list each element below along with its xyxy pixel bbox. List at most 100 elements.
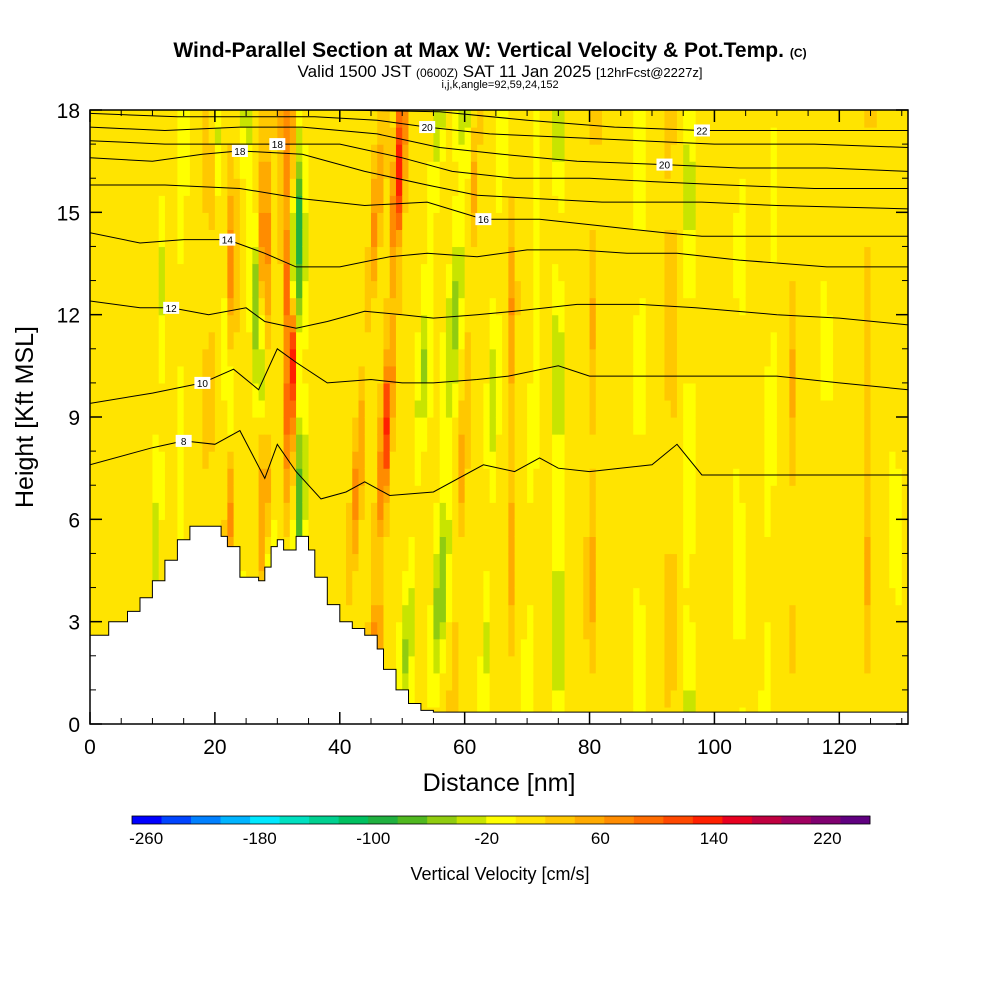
velocity-cell [739,621,747,640]
velocity-cell [758,110,765,128]
velocity-cell [377,314,385,333]
velocity-cell [826,570,834,589]
velocity-cell [858,689,865,708]
velocity-cell [433,638,441,657]
x-axis: 0 20 40 60 80 100 120 [84,110,903,759]
x-tick-label: 20 [203,736,226,759]
velocity-cell [658,263,666,282]
velocity-cell [464,468,472,486]
velocity-cell [758,365,765,384]
velocity-cell [726,144,734,162]
velocity-cell [395,365,403,384]
velocity-cell [745,263,753,282]
velocity-cell [739,519,747,537]
velocity-cell [383,365,391,384]
velocity-cell [477,553,484,572]
velocity-cell [645,621,653,640]
velocity-cell [545,229,553,248]
velocity-cell [633,399,641,418]
velocity-cell [108,246,116,265]
velocity-cell [801,502,809,520]
velocity-cell [327,365,335,384]
velocity-cell [427,587,435,606]
velocity-cell [627,587,634,606]
velocity-cell [420,314,428,333]
velocity-cell [858,280,865,299]
velocity-cell [333,110,341,128]
velocity-cell [308,417,316,435]
velocity-cell [346,536,353,555]
velocity-cell [739,127,747,145]
velocity-cell [545,127,553,145]
velocity-cell [427,689,435,708]
velocity-cell [121,570,129,589]
velocity-cell [152,434,160,452]
velocity-cell [533,263,541,282]
velocity-cell [102,604,110,623]
velocity-cell [839,553,847,572]
velocity-cell [271,451,278,469]
velocity-cell [745,110,753,128]
velocity-cell [701,348,709,367]
velocity-cell [839,382,847,401]
velocity-cell [758,417,765,435]
velocity-cell [633,195,641,213]
velocity-cell [783,161,790,179]
velocity-cell [133,451,141,469]
velocity-cell [676,519,684,537]
velocity-cell [614,297,622,316]
velocity-cell [514,331,522,350]
velocity-cell [714,655,722,674]
velocity-cell [246,348,253,367]
velocity-cell [452,672,460,691]
velocity-cell [708,144,716,162]
velocity-cell [314,434,322,452]
velocity-cell [695,195,703,213]
velocity-cell [121,229,129,248]
velocity-cell [420,570,428,589]
velocity-cell [552,195,559,213]
velocity-cell [795,485,803,503]
velocity-cell [483,638,491,657]
velocity-cell [876,178,884,196]
velocity-cell [695,263,703,282]
velocity-cell [670,502,678,520]
velocity-cell [302,127,310,145]
velocity-cell [795,297,803,316]
velocity-cell [889,689,897,708]
velocity-cell [283,263,291,282]
contour-label: 8 [181,437,187,448]
velocity-cell [676,365,684,384]
velocity-cell [845,468,853,486]
colorbar-swatch [456,816,487,824]
velocity-cell [458,587,466,606]
velocity-cell [339,246,347,265]
velocity-cell [327,553,335,572]
velocity-cell [701,638,709,657]
velocity-cell [602,468,609,486]
velocity-cell [96,246,104,265]
velocity-cell [720,212,728,230]
velocity-cell [689,417,697,435]
velocity-cell [808,161,815,179]
colorbar-swatch [810,816,841,824]
velocity-cell [264,127,272,145]
velocity-cell [814,263,822,282]
velocity-cell [152,297,160,316]
velocity-cell [689,655,697,674]
velocity-cell [246,382,253,401]
velocity-cell [495,127,503,145]
velocity-cell [739,399,747,418]
velocity-cell [870,246,878,265]
velocity-cell [196,485,203,503]
velocity-cell [739,485,747,503]
velocity-cell [595,382,603,401]
velocity-cell [302,451,310,469]
velocity-cell [427,195,435,213]
velocity-cell [552,536,559,555]
velocity-cell [639,331,647,350]
velocity-cell [133,280,141,299]
velocity-cell [508,434,516,452]
pot-temp-contour [339,110,908,131]
velocity-cell [477,434,484,452]
